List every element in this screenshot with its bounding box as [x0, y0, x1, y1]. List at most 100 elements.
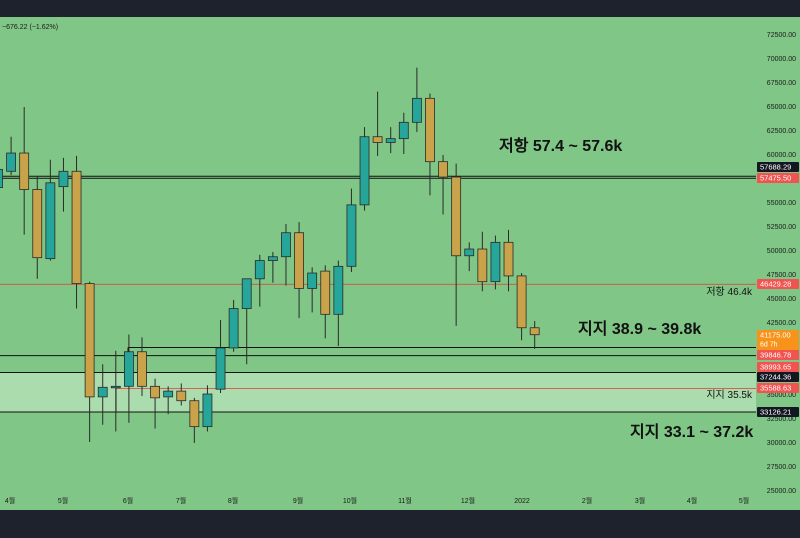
price-tag-bg	[757, 279, 799, 289]
time-axis[interactable]	[0, 490, 756, 510]
x-tick-label: 8월	[228, 496, 238, 505]
candle[interactable]	[281, 224, 291, 286]
candle-body	[0, 168, 3, 189]
candle[interactable]	[267, 251, 278, 283]
candle[interactable]	[189, 397, 200, 443]
y-tick-label: 67500.00	[767, 80, 796, 87]
x-tick-label: 5월	[739, 496, 749, 505]
x-tick-label: 5월	[58, 496, 68, 505]
price-tag-label: 38993.65	[760, 363, 791, 372]
candle[interactable]	[333, 260, 344, 346]
candle[interactable]	[359, 127, 370, 211]
candle[interactable]	[516, 273, 527, 341]
candle-body	[176, 390, 187, 402]
candle[interactable]	[215, 320, 226, 394]
annotation-label: 지지 33.1 ~ 37.2k	[630, 423, 753, 441]
candle-body	[163, 390, 174, 398]
candle[interactable]	[110, 350, 121, 432]
candle-body	[32, 189, 43, 259]
candle[interactable]	[84, 281, 95, 442]
price-tag-label: 41175.00	[760, 331, 791, 340]
candle-body	[320, 270, 331, 315]
price-tag[interactable]: 41175.00 6d 7h	[757, 330, 799, 350]
candle[interactable]	[97, 364, 108, 425]
candle-body	[281, 232, 291, 258]
x-tick-label: 2022	[514, 498, 530, 505]
candle[interactable]	[346, 188, 357, 273]
candle[interactable]	[294, 222, 304, 319]
candle[interactable]	[503, 229, 514, 292]
candle[interactable]	[163, 386, 174, 415]
candle[interactable]	[385, 127, 396, 154]
candle[interactable]	[307, 267, 318, 313]
candle-body	[124, 351, 134, 387]
candle[interactable]	[150, 378, 160, 429]
candle[interactable]	[137, 337, 147, 396]
y-tick-label: 27500.00	[767, 464, 796, 471]
candle-body	[71, 170, 82, 284]
price-tag[interactable]: 46429.28	[757, 279, 799, 289]
candle-body	[97, 386, 108, 398]
candle[interactable]	[529, 321, 540, 349]
price-tag-label: 33126.21	[760, 408, 791, 417]
candle-body	[359, 136, 370, 206]
candle[interactable]	[228, 299, 239, 352]
candle[interactable]	[477, 231, 488, 292]
candle[interactable]	[490, 235, 501, 290]
candle-body	[438, 161, 448, 178]
candle-body	[333, 265, 344, 315]
y-tick-label: 62500.00	[767, 128, 796, 135]
y-tick-label: 47500.00	[767, 272, 796, 279]
candle[interactable]	[0, 166, 3, 199]
candle[interactable]	[32, 176, 43, 279]
annotation-label: 저항 57.4 ~ 57.6k	[499, 136, 622, 155]
y-tick-label: 32500.00	[767, 416, 796, 423]
candle[interactable]	[124, 334, 134, 423]
candle-body	[490, 241, 501, 283]
candle[interactable]	[45, 159, 56, 261]
price-tag-bg	[757, 372, 799, 382]
candle[interactable]	[438, 154, 448, 215]
candle-body	[464, 248, 475, 257]
price-tag-label: 35588.63	[760, 384, 791, 393]
candle-body	[529, 327, 540, 336]
candle-body	[267, 256, 278, 261]
price-tag-bg	[757, 362, 799, 372]
candle[interactable]	[372, 91, 383, 156]
candle-body	[150, 385, 160, 399]
candle[interactable]	[241, 278, 252, 365]
candle[interactable]	[6, 136, 16, 176]
candle[interactable]	[71, 155, 82, 309]
candle[interactable]	[19, 106, 30, 235]
price-axis[interactable]	[756, 17, 800, 510]
price-tag[interactable]: 35588.63	[757, 383, 799, 393]
price-tag[interactable]: 57475.50	[757, 173, 799, 183]
price-tag[interactable]: 39846.78	[757, 350, 799, 360]
candle[interactable]	[176, 383, 187, 406]
candle[interactable]	[254, 254, 265, 307]
price-tag-bg	[757, 330, 799, 350]
x-tick-label: 2월	[582, 496, 592, 505]
price-tag[interactable]: 37244.36	[757, 372, 799, 382]
price-tag-bg	[757, 407, 799, 417]
candle-body	[45, 182, 56, 260]
price-tag[interactable]: 57688.29	[757, 162, 799, 172]
candle[interactable]	[425, 93, 435, 196]
candle[interactable]	[202, 385, 213, 432]
candle-body	[110, 385, 121, 389]
candle[interactable]	[398, 112, 409, 154]
top-bar	[0, 0, 800, 17]
support-zone	[0, 372, 756, 412]
candle[interactable]	[58, 157, 69, 212]
price-tag[interactable]: 33126.21	[757, 407, 799, 417]
candle[interactable]	[464, 242, 475, 272]
candle[interactable]	[451, 163, 462, 326]
x-tick-label: 10월	[343, 496, 357, 505]
y-tick-label: 50000.00	[767, 248, 796, 255]
candle[interactable]	[411, 67, 422, 132]
candle-body	[294, 232, 304, 289]
candle[interactable]	[320, 265, 331, 339]
price-tag[interactable]: 38993.65	[757, 362, 799, 372]
price-change-text: −676.22 (−1.62%)	[2, 24, 58, 31]
